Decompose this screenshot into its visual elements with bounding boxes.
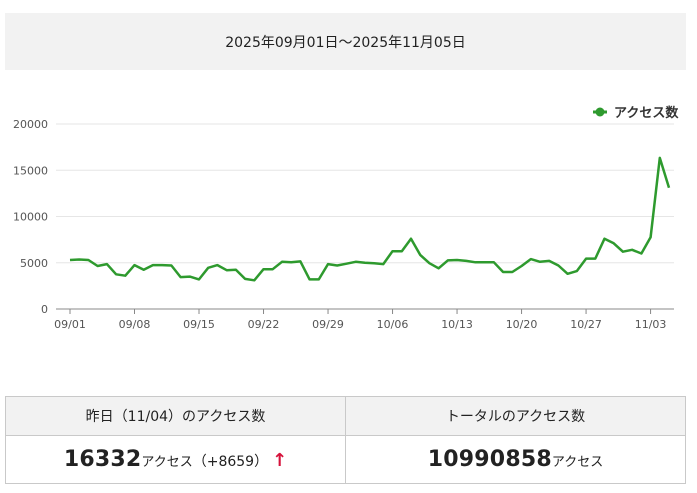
total-label: トータルのアクセス数 (345, 395, 686, 437)
x-tick-label: 11/03 (635, 318, 667, 331)
x-tick-label: 10/13 (441, 318, 473, 331)
legend-label: アクセス数 (614, 105, 679, 121)
access-line-chart: 0 5000 10000 15000 20000 09/01 09/08 09/15 09/22… (13, 105, 679, 331)
total-value: 10990858 (427, 447, 552, 473)
total-cell: 10990858アクセス (345, 435, 686, 484)
y-tick-label: 5000 (20, 257, 48, 270)
total-unit: アクセス (551, 455, 604, 471)
y-tick-label: 0 (41, 303, 48, 316)
yesterday-diff: （+8659） (192, 454, 269, 471)
x-tick-label: 09/01 (54, 318, 86, 331)
date-range-header: 2025年09月01日～2025年11月05日 (5, 13, 686, 70)
x-tick-label: 09/22 (248, 318, 280, 331)
x-tick-label: 10/27 (570, 318, 602, 331)
yesterday-unit: アクセス (141, 455, 193, 471)
y-tick-label: 10000 (13, 211, 48, 224)
series-line (69, 156, 671, 282)
x-tick-label: 10/06 (377, 318, 409, 331)
access-chart: 0 5000 10000 15000 20000 09/01 09/08 09/15 09/22… (0, 95, 697, 340)
yesterday-value: 16332 (63, 447, 142, 473)
date-range-text: 2025年09月01日～2025年11月05日 (225, 34, 466, 51)
x-tick-label: 09/08 (119, 318, 151, 331)
y-tick-label: 15000 (13, 164, 48, 177)
yesterday-cell: 16332アクセス（+8659） ↑ (5, 435, 346, 484)
legend-marker (595, 107, 605, 117)
arrow-up-icon: ↑ (272, 450, 288, 472)
yesterday-label: 昨日（11/04）のアクセス数 (5, 395, 346, 437)
stats-table: 昨日（11/04）のアクセス数 トータルのアクセス数 16332アクセス（+86… (5, 395, 686, 484)
x-tick-label: 10/20 (506, 318, 538, 331)
x-tick-label: 09/15 (183, 318, 215, 331)
y-tick-label: 20000 (13, 118, 48, 131)
x-tick-label: 09/29 (312, 318, 344, 331)
